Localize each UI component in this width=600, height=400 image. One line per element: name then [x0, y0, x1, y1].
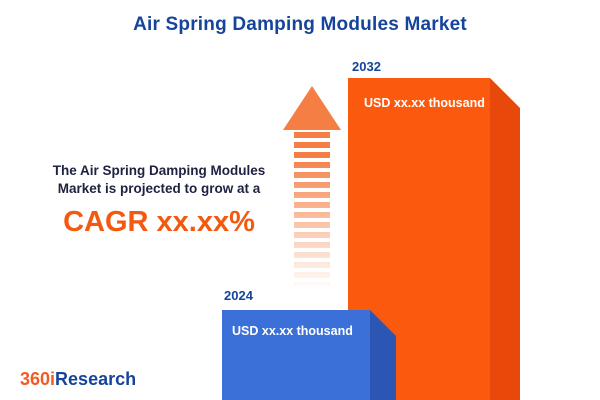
bar-2032-side-face — [490, 78, 520, 400]
chart-title: Air Spring Damping Modules Market — [133, 14, 467, 35]
growth-arrow-shaft — [294, 132, 330, 286]
annotation-block: The Air Spring Damping Modules Market is… — [28, 162, 290, 239]
bar-2024-value-label: USD xx.xx thousand — [232, 324, 353, 338]
cagr-text: CAGR xx.xx% — [63, 206, 255, 238]
annotation-line-2: Market is projected to grow at a — [57, 181, 261, 196]
logo-suffix: Research — [55, 369, 137, 389]
annotation-line-1: The Air Spring Damping Modules — [52, 163, 266, 178]
logo-prefix: 360i — [20, 369, 56, 389]
bar-2032-year-label: 2032 — [352, 59, 381, 74]
bar-2032-value-label: USD xx.xx thousand — [364, 96, 485, 110]
logo-360iresearch: 360iResearch — [20, 369, 136, 390]
growth-arrow-icon — [283, 86, 341, 130]
bar-2024 — [222, 310, 370, 400]
bar-2024-year-label: 2024 — [224, 288, 253, 303]
